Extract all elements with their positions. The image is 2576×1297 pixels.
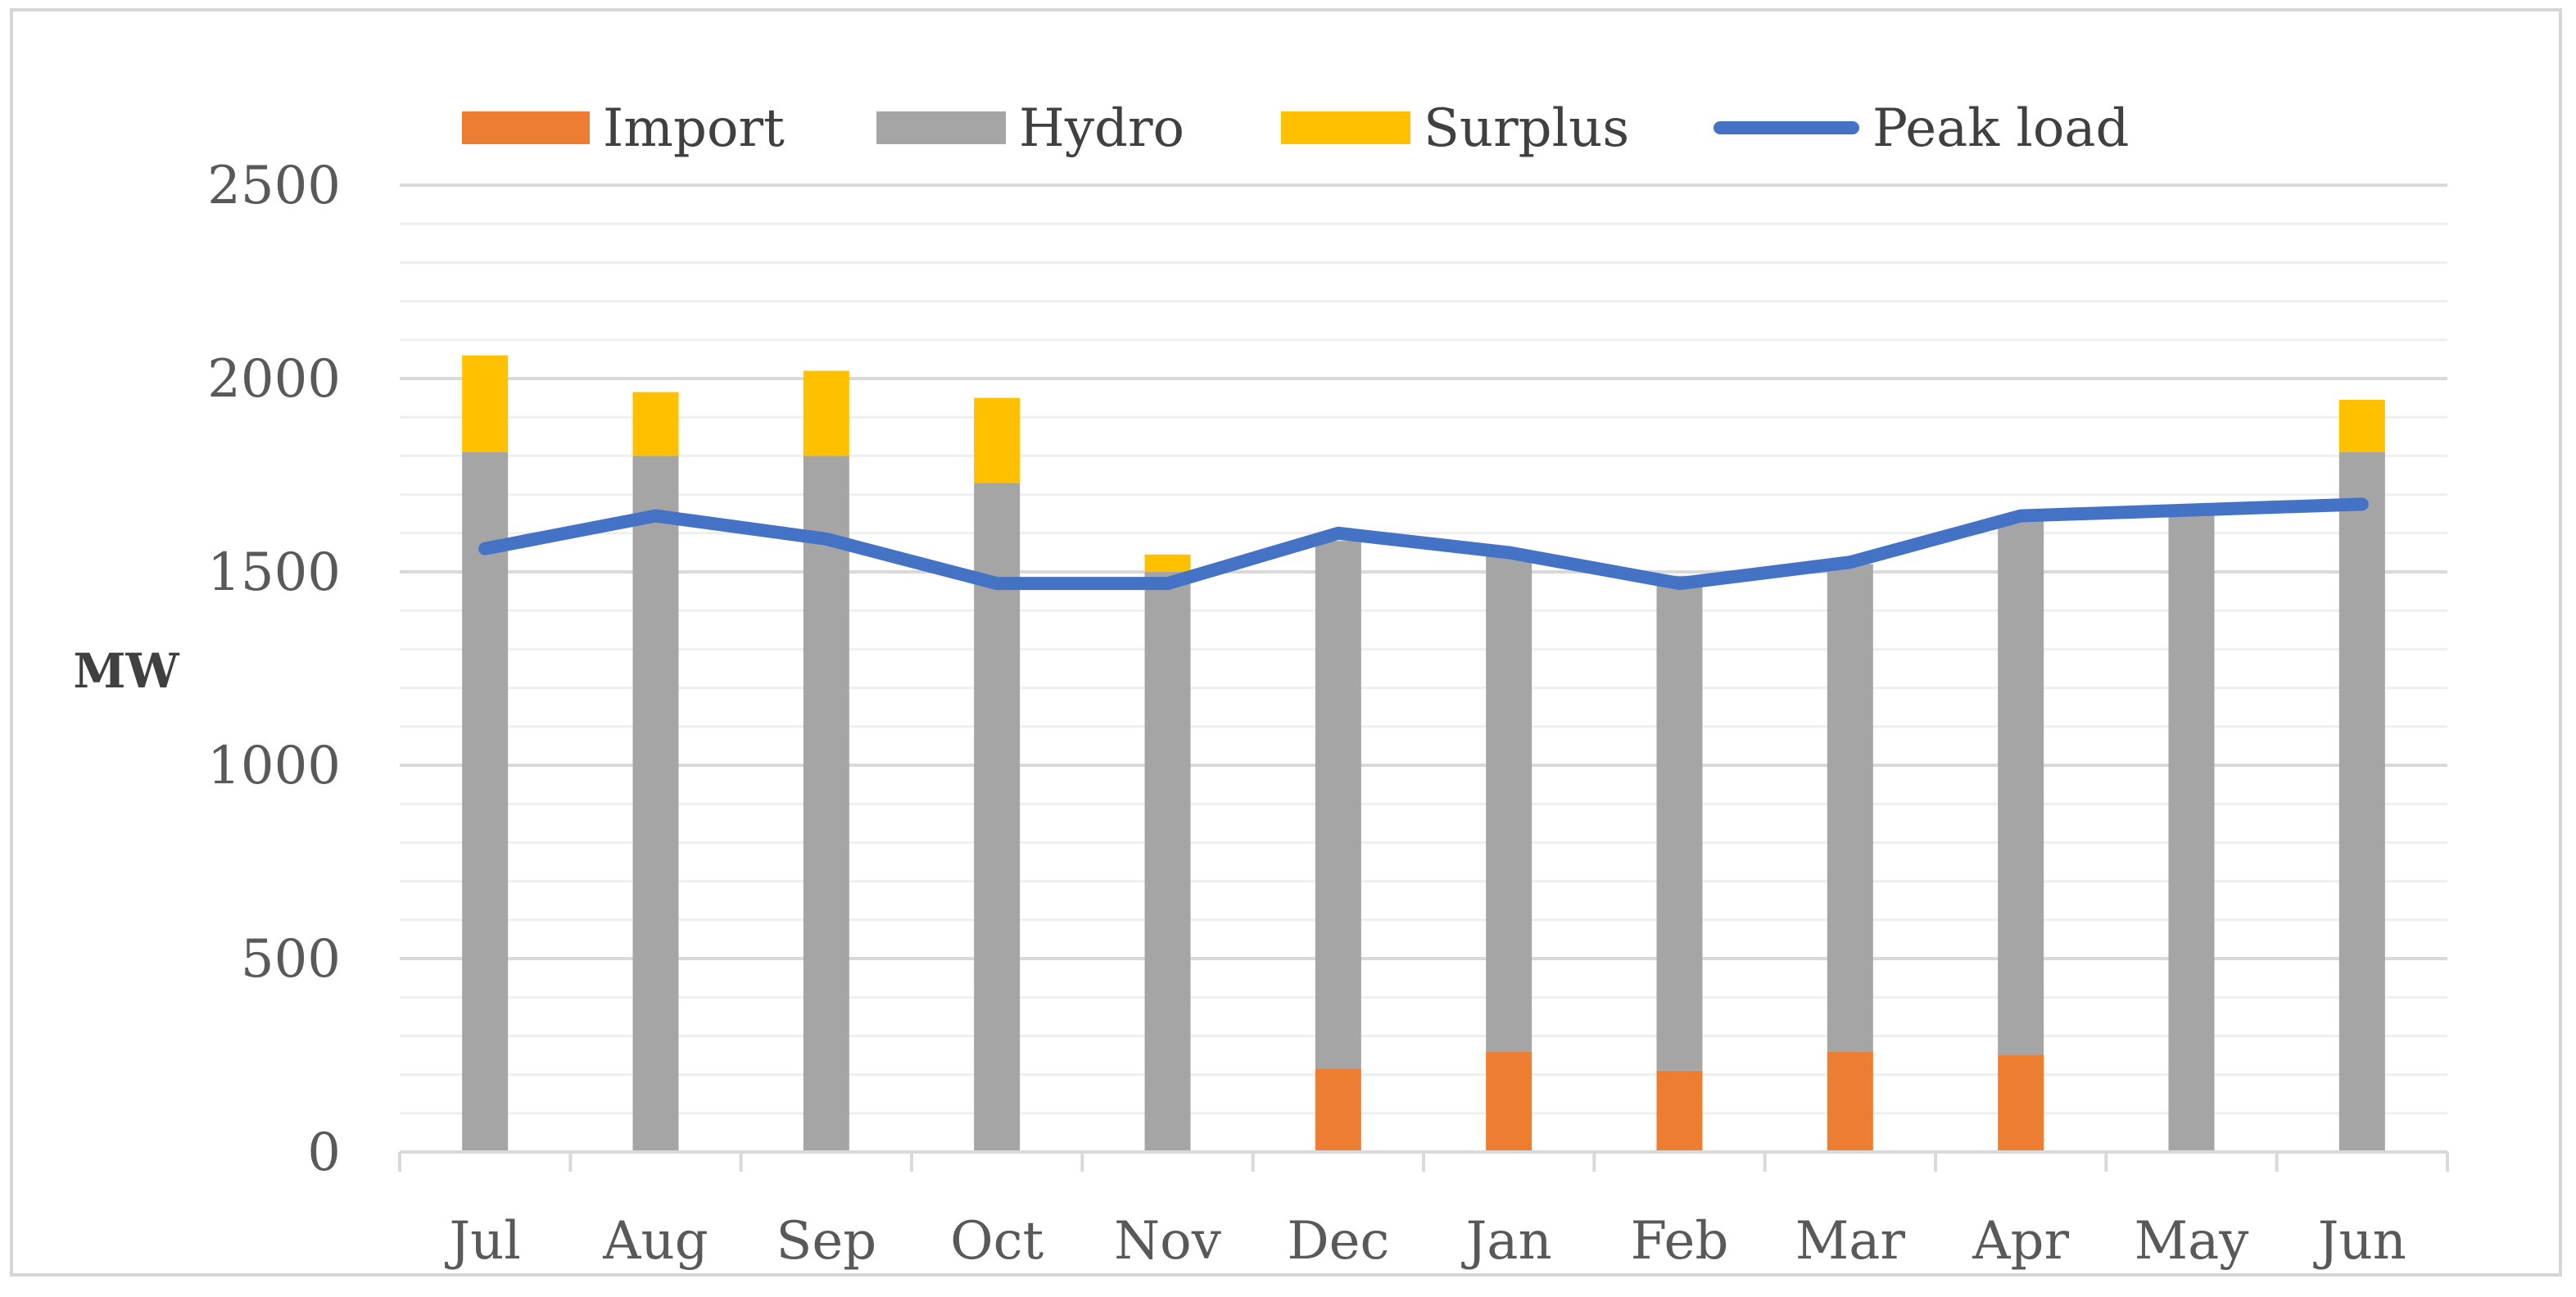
- bar-hydro-may: [2168, 514, 2215, 1150]
- x-tick-label: Oct: [950, 1211, 1044, 1272]
- bar-surplus-sep: [803, 370, 849, 456]
- peak-load-line-group: [478, 497, 2369, 591]
- x-tick-label: Mar: [1795, 1211, 1906, 1272]
- legend-swatch-import: [462, 111, 590, 144]
- bar-import-apr: [1998, 1055, 2044, 1152]
- line-peak-load: [478, 497, 2369, 591]
- bar-import-jan: [1486, 1051, 1532, 1152]
- y-tick-label: 2000: [207, 349, 341, 410]
- x-tick-label: Jul: [444, 1211, 520, 1272]
- x-tick-label: May: [2135, 1211, 2249, 1272]
- x-tick-label: Nov: [1114, 1211, 1221, 1272]
- bar-hydro-nov: [1144, 572, 1191, 1152]
- bar-surplus-nov: [1144, 554, 1191, 572]
- legend-label-surplus: Surplus: [1424, 98, 1629, 159]
- y-tick-label: 2500: [207, 156, 341, 216]
- bar-hydro-jun: [2338, 451, 2385, 1152]
- bar-import-dec: [1315, 1068, 1361, 1152]
- legend: Import Hydro Surplus Peak load: [462, 98, 2129, 159]
- legend-swatch-surplus: [1281, 111, 1410, 144]
- y-tick-label: 0: [307, 1122, 341, 1183]
- y-tick-labels: 0 500 1000 1500 2000 2500: [207, 156, 341, 1183]
- x-axis: [398, 1150, 2449, 1172]
- y-tick-label: 500: [241, 929, 341, 990]
- bar-surplus-jun: [2338, 399, 2385, 452]
- bar-hydro-oct: [974, 483, 1021, 1152]
- minor-gridlines: [400, 222, 2447, 1115]
- bar-hydro-jan: [1486, 551, 1532, 1052]
- x-tick-label: Jun: [2313, 1211, 2406, 1272]
- x-tick-label: Jan: [1461, 1211, 1552, 1272]
- bar-hydro-sep: [803, 456, 849, 1152]
- bar-surplus-oct: [974, 397, 1021, 483]
- x-tick-label: Sep: [776, 1211, 876, 1272]
- chart-frame: 0 500 1000 1500 2000 2500 Jul Aug Sep Oct Nov Dec J…: [10, 8, 2562, 1277]
- x-tick-label: Aug: [602, 1211, 708, 1272]
- y-tick-label: 1500: [207, 542, 341, 603]
- bar-hydro-aug: [632, 456, 679, 1152]
- major-gridlines: [400, 184, 2447, 960]
- bar-hydro-jul: [462, 451, 509, 1152]
- bar-surplus-jul: [462, 355, 509, 452]
- x-tick-labels: Jul Aug Sep Oct Nov Dec Jan Feb Mar Apr May Jun: [444, 1211, 2406, 1272]
- legend-label-import: Import: [603, 98, 785, 159]
- x-tick-label: Feb: [1631, 1211, 1729, 1272]
- bar-surplus-aug: [632, 392, 679, 456]
- bar-hydro-mar: [1827, 564, 1873, 1052]
- legend-swatch-hydro: [876, 111, 1006, 144]
- x-tick-label: Dec: [1287, 1211, 1389, 1272]
- bar-import-mar: [1827, 1051, 1873, 1152]
- bar-hydro-apr: [1998, 517, 2044, 1055]
- y-axis-label: MW: [73, 643, 179, 699]
- bars: [462, 355, 2385, 1152]
- x-tick-label: Apr: [1972, 1211, 2069, 1272]
- bar-hydro-feb: [1656, 575, 1703, 1071]
- legend-label-peak-load: Peak load: [1872, 98, 2129, 159]
- bar-import-feb: [1656, 1070, 1703, 1152]
- y-tick-label: 1000: [207, 736, 341, 796]
- legend-label-hydro: Hydro: [1019, 98, 1184, 159]
- bar-hydro-dec: [1315, 541, 1361, 1069]
